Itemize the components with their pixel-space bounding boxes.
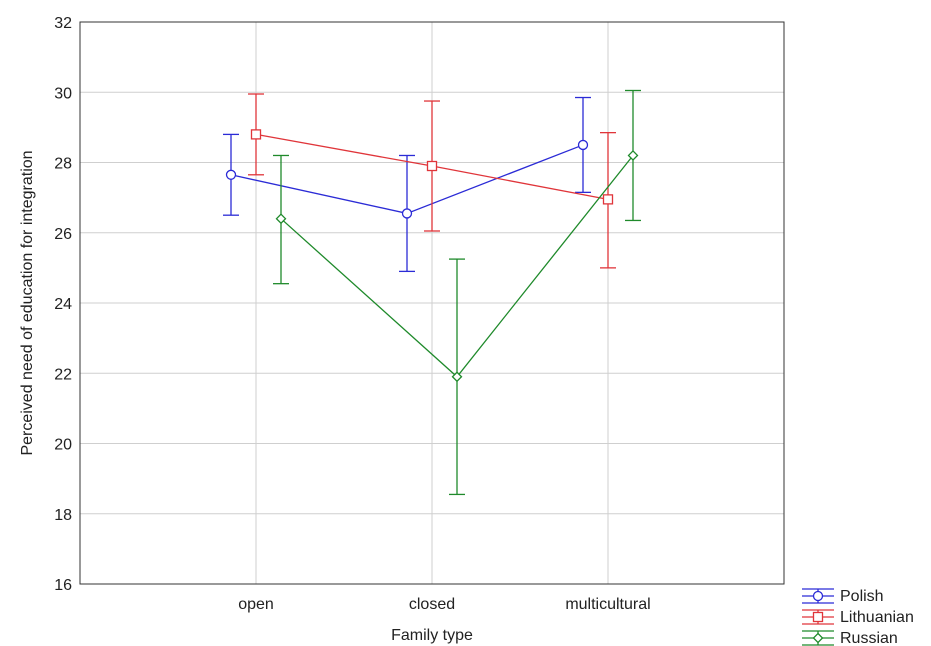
series-russian bbox=[273, 89, 641, 496]
legend-item-lithuanian: Lithuanian bbox=[802, 609, 914, 626]
legend-marker bbox=[812, 611, 824, 623]
x-tick-label-multicultural: multicultural bbox=[565, 596, 650, 613]
y-tick-label-26: 26 bbox=[54, 226, 72, 243]
y-tick-label-20: 20 bbox=[54, 437, 72, 454]
data-point-polish-multicultural bbox=[577, 139, 589, 151]
y-tick-label-28: 28 bbox=[54, 156, 72, 173]
y-tick-label-18: 18 bbox=[54, 507, 72, 524]
x-tick-label-open: open bbox=[238, 596, 274, 613]
x-tick-label-closed: closed bbox=[409, 596, 455, 613]
y-axis-title: Perceived need of education for integrat… bbox=[19, 150, 36, 455]
data-point-russian-multicultural bbox=[627, 150, 639, 161]
series-lithuanian bbox=[248, 93, 616, 269]
data-point-lithuanian-open bbox=[250, 129, 262, 140]
data-point-lithuanian-multicultural bbox=[602, 194, 614, 205]
legend-label-russian: Russian bbox=[840, 630, 898, 646]
legend-marker bbox=[812, 590, 824, 602]
data-point-polish-closed bbox=[401, 208, 413, 219]
data-point-russian-closed bbox=[451, 371, 463, 383]
data-point-lithuanian-closed bbox=[426, 160, 438, 172]
y-tick-label-32: 32 bbox=[54, 15, 72, 32]
series-polish bbox=[223, 96, 591, 273]
legend-label-polish: Polish bbox=[840, 588, 884, 605]
series-group bbox=[223, 89, 641, 496]
plot-area bbox=[79, 21, 785, 585]
y-tick-label-24: 24 bbox=[54, 296, 72, 313]
x-axis-title: Family type bbox=[391, 627, 473, 644]
x-axis-ticks: open closed multicultural bbox=[238, 596, 650, 613]
legend: Polish Lithuanian Russian bbox=[802, 588, 914, 646]
y-tick-label-30: 30 bbox=[54, 85, 72, 102]
data-point-polish-open bbox=[225, 169, 237, 180]
data-point-russian-open bbox=[275, 213, 287, 225]
legend-marker bbox=[812, 632, 824, 644]
y-tick-label-16: 16 bbox=[54, 577, 72, 594]
y-axis-ticks: 16 18 20 22 24 26 28 30 32 bbox=[54, 15, 72, 594]
y-tick-label-22: 22 bbox=[54, 366, 72, 383]
legend-label-lithuanian: Lithuanian bbox=[840, 609, 914, 626]
legend-item-polish: Polish bbox=[802, 588, 884, 605]
legend-item-russian: Russian bbox=[802, 630, 898, 646]
